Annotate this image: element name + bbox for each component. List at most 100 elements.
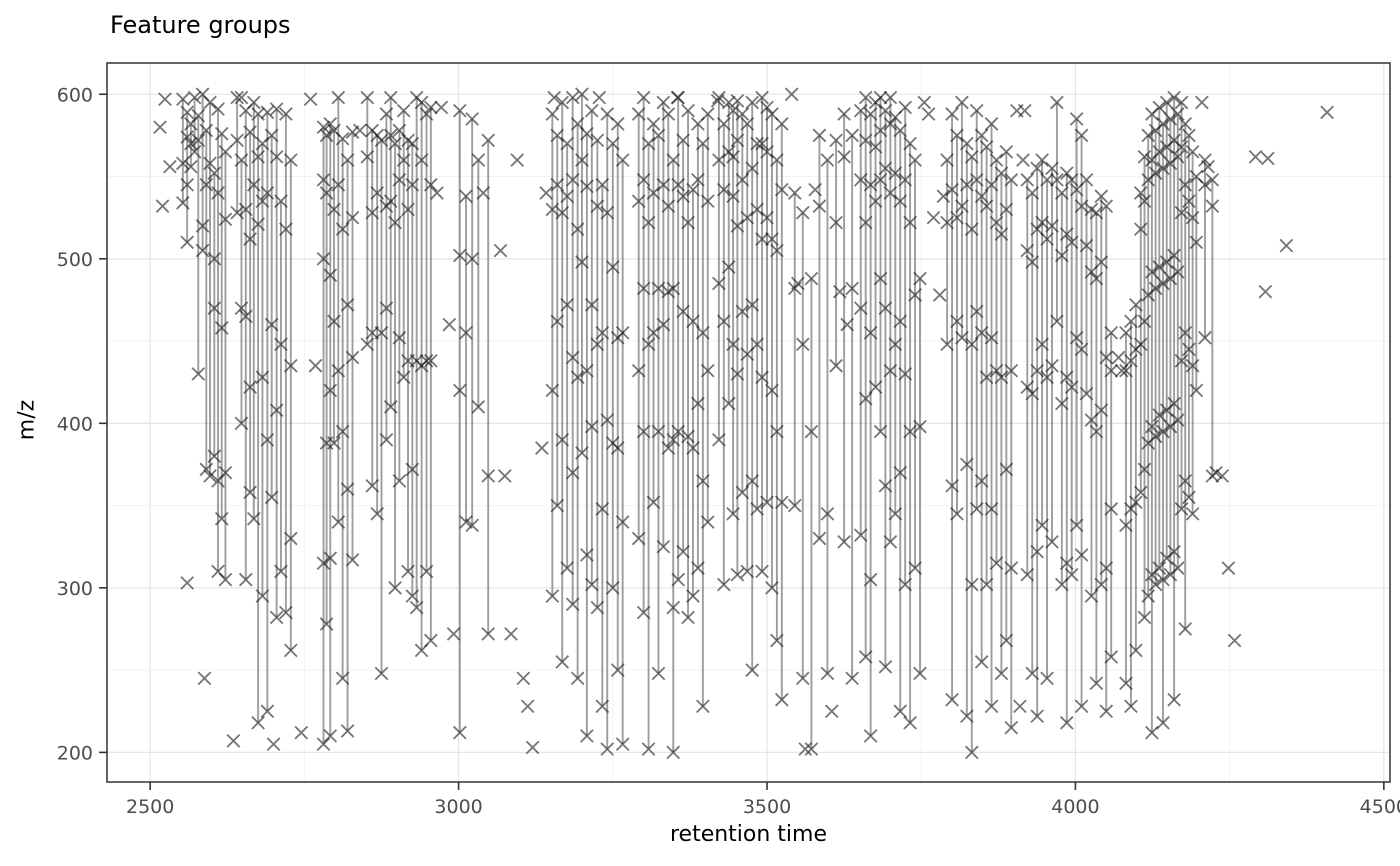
feature-marker — [570, 370, 585, 385]
feature-marker — [335, 671, 350, 686]
feature-marker — [595, 699, 610, 714]
feature-marker — [945, 107, 959, 121]
feature-marker — [1104, 363, 1119, 378]
feature-marker — [405, 136, 420, 151]
feature-marker — [964, 577, 979, 592]
feature-marker — [180, 576, 195, 590]
feature-marker — [1178, 177, 1193, 192]
feature-marker — [868, 140, 883, 154]
feature-marker — [1119, 325, 1133, 340]
y-tick-label: 400 — [57, 413, 93, 435]
feature-marker — [696, 474, 710, 488]
feature-marker — [760, 145, 774, 159]
feature-marker — [974, 325, 989, 340]
feature-marker — [345, 350, 360, 365]
feature-marker — [610, 663, 625, 677]
feature-marker — [234, 416, 249, 431]
feature-marker — [545, 202, 560, 217]
feature-marker — [984, 177, 999, 192]
feature-marker — [565, 597, 580, 612]
feature-marker — [969, 304, 984, 319]
feature-marker — [1059, 227, 1074, 241]
feature-marker — [974, 189, 989, 204]
feature-marker — [774, 495, 789, 510]
feature-marker — [726, 337, 740, 352]
feature-marker — [180, 235, 195, 250]
feature-marker — [853, 103, 868, 118]
feature-marker — [883, 90, 898, 105]
feature-marker — [1055, 248, 1069, 263]
feature-marker — [340, 482, 355, 496]
feature-marker — [590, 600, 605, 615]
feature-marker — [964, 149, 979, 164]
feature-marker — [184, 136, 198, 151]
feature-marker — [303, 92, 318, 107]
feature-marker — [791, 276, 805, 291]
feature-marker — [345, 553, 360, 567]
feature-marker — [283, 358, 298, 373]
feature-marker — [745, 161, 760, 176]
feature-marker — [1020, 380, 1035, 394]
feature-marker — [316, 120, 331, 135]
feature-marker — [1030, 161, 1045, 176]
feature-marker — [1020, 172, 1035, 187]
feature-marker — [1111, 350, 1126, 365]
feature-marker — [1069, 112, 1084, 126]
feature-marker — [584, 419, 599, 434]
feature-marker — [319, 186, 334, 200]
feature-marker — [1145, 419, 1159, 434]
feature-marker — [590, 199, 605, 213]
feature-marker — [765, 232, 779, 246]
feature-marker — [1129, 298, 1143, 312]
feature-marker — [936, 189, 951, 204]
feature-marker — [434, 100, 449, 115]
feature-marker — [721, 260, 736, 274]
feature-marker — [1040, 370, 1054, 385]
feature-marker — [1004, 561, 1019, 575]
feature-marker — [176, 196, 190, 210]
panel-border — [106, 62, 1391, 783]
feature-marker — [283, 531, 298, 546]
feature-marker — [795, 205, 810, 220]
feature-marker — [1089, 271, 1104, 286]
y-tick-label: 300 — [57, 578, 93, 600]
feature-marker — [481, 469, 496, 483]
feature-marker — [691, 396, 705, 411]
feature-marker — [331, 363, 346, 378]
feature-marker — [1170, 561, 1185, 575]
feature-marker — [423, 177, 438, 192]
feature-marker — [1163, 112, 1178, 126]
feature-marker — [1089, 205, 1104, 220]
feature-marker — [1227, 633, 1242, 648]
feature-marker — [808, 182, 822, 197]
feature-marker — [452, 725, 467, 740]
feature-marker — [481, 133, 496, 148]
feature-marker — [274, 564, 288, 579]
feature-marker — [294, 725, 309, 740]
feature-marker — [712, 276, 726, 291]
feature-marker — [740, 564, 755, 579]
feature-marker — [255, 194, 270, 209]
feature-marker — [979, 577, 994, 592]
feature-marker — [187, 90, 202, 105]
feature-marker — [1064, 235, 1079, 250]
feature-marker — [750, 337, 764, 352]
feature-marker — [1133, 337, 1148, 352]
feature-marker — [405, 462, 420, 477]
feature-marker — [1089, 424, 1104, 439]
feature-marker — [770, 424, 784, 439]
feature-marker — [820, 506, 835, 521]
feature-marker — [1195, 95, 1209, 110]
feature-marker — [636, 281, 651, 296]
feature-marker — [676, 133, 690, 148]
feature-marker — [243, 232, 257, 246]
feature-marker — [230, 133, 244, 148]
feature-marker — [641, 215, 656, 230]
feature-marker — [651, 424, 666, 439]
feature-marker — [676, 189, 690, 204]
feature-marker — [1137, 610, 1152, 625]
feature-marker — [211, 186, 225, 200]
feature-marker — [945, 692, 959, 707]
feature-marker — [207, 251, 222, 266]
feature-marker — [740, 117, 755, 131]
